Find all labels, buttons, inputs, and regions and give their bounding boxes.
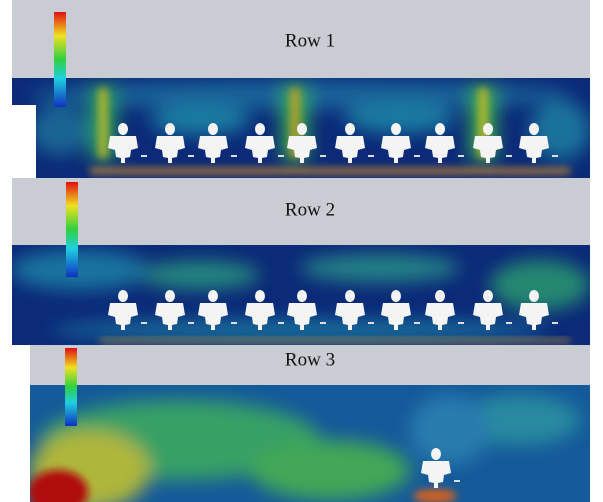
sensor-mark xyxy=(141,322,147,324)
sensor-mark xyxy=(454,480,460,482)
mannequin-head xyxy=(483,290,493,302)
sensor-mark xyxy=(188,322,194,324)
sensor-mark xyxy=(231,155,237,157)
sensor-mark xyxy=(320,155,326,157)
sensor-mark xyxy=(278,155,284,157)
mannequin-head xyxy=(255,290,265,302)
mannequin-head xyxy=(435,123,445,135)
color-scale xyxy=(54,12,66,107)
mannequin-head xyxy=(391,290,401,302)
panel-gap xyxy=(12,105,36,178)
mannequin-head xyxy=(297,123,307,135)
sensor-mark xyxy=(414,322,420,324)
mannequin-head xyxy=(435,290,445,302)
mannequin-head xyxy=(297,290,307,302)
mannequin-head xyxy=(483,123,493,135)
sensor-mark xyxy=(414,155,420,157)
panel-title: Row 2 xyxy=(285,199,335,220)
sensor-mark xyxy=(141,155,147,157)
panel-title: Row 1 xyxy=(285,30,335,51)
sensor-mark xyxy=(552,155,558,157)
sensor-mark xyxy=(458,322,464,324)
mannequin-head xyxy=(529,290,539,302)
mannequin-head xyxy=(431,448,441,460)
mannequin-head xyxy=(165,290,175,302)
color-scale xyxy=(65,348,77,426)
mannequin-head xyxy=(255,123,265,135)
color-scale xyxy=(66,182,78,277)
sensor-mark xyxy=(458,155,464,157)
mannequin-head xyxy=(345,123,355,135)
mannequin-head xyxy=(118,290,128,302)
sensor-mark xyxy=(506,322,512,324)
sensor-mark xyxy=(278,322,284,324)
sensor-mark xyxy=(368,155,374,157)
mannequin-head xyxy=(345,290,355,302)
sensor-mark xyxy=(320,322,326,324)
sensor-mark xyxy=(552,322,558,324)
sensor-mark xyxy=(231,322,237,324)
sensor-mark xyxy=(188,155,194,157)
sensor-mark xyxy=(368,322,374,324)
mannequin-head xyxy=(208,123,218,135)
mannequin-head xyxy=(391,123,401,135)
cfd-figure: Row 1 Row 2 Row 3 xyxy=(0,0,603,502)
mannequin-head xyxy=(208,290,218,302)
mannequin-head xyxy=(165,123,175,135)
mannequin-head xyxy=(529,123,539,135)
panel-title: Row 3 xyxy=(285,349,335,370)
mannequin-head xyxy=(118,123,128,135)
sensor-mark xyxy=(506,155,512,157)
